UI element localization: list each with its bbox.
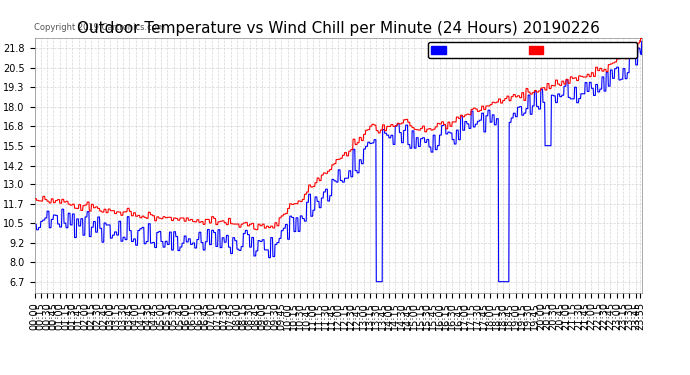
Text: Copyright 2019 Cartronics.com: Copyright 2019 Cartronics.com: [34, 23, 166, 32]
Legend: Wind Chill (°F), Temperature (°F): Wind Chill (°F), Temperature (°F): [428, 42, 637, 58]
Title: Outdoor Temperature vs Wind Chill per Minute (24 Hours) 20190226: Outdoor Temperature vs Wind Chill per Mi…: [77, 21, 600, 36]
